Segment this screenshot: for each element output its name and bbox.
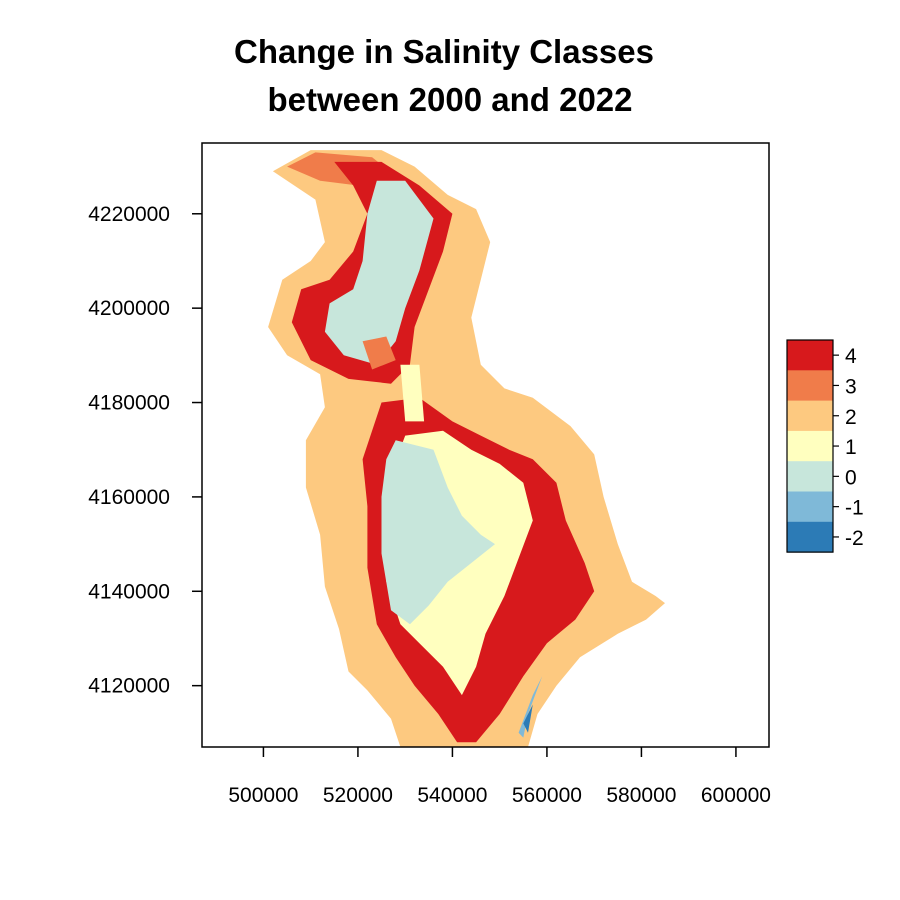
- region-north-inner-patch: [362, 336, 396, 370]
- legend-swatch: [787, 370, 833, 402]
- region-south-inlet: [400, 364, 425, 422]
- legend: 4 3 2 1 0 -1 -2: [786, 339, 864, 553]
- legend-swatch: [787, 521, 833, 553]
- legend-swatch: [787, 400, 833, 432]
- y-tick-label: 4160000: [88, 486, 170, 509]
- x-tick-label: 520000: [323, 784, 393, 807]
- map-title-line-2: between 2000 and 2022: [267, 81, 632, 118]
- x-tick-label: 500000: [228, 784, 298, 807]
- legend-label: 4: [845, 345, 857, 368]
- legend-swatch: [787, 491, 833, 523]
- x-tick-label: 540000: [417, 784, 487, 807]
- y-tick-label: 4140000: [88, 580, 170, 603]
- legend-label: 2: [845, 406, 857, 429]
- legend-label: 0: [845, 466, 857, 489]
- x-axis: 500000 520000 540000 560000 580000 600000: [228, 747, 771, 807]
- legend-label: -2: [845, 527, 864, 550]
- y-axis: 4120000 4140000 4160000 4180000 4200000 42200…: [88, 203, 202, 698]
- y-tick-label: 4120000: [88, 675, 170, 698]
- legend-label: 1: [845, 436, 857, 459]
- x-tick-label: 580000: [606, 784, 676, 807]
- legend-swatch: [787, 461, 833, 492]
- legend-label: -1: [845, 497, 864, 520]
- region-north-arm-water: [324, 180, 434, 365]
- y-tick-label: 4220000: [88, 203, 170, 226]
- map-title-line-1: Change in Salinity Classes: [234, 33, 654, 70]
- legend-swatch: [787, 340, 833, 371]
- legend-label: 3: [845, 375, 857, 398]
- x-tick-label: 600000: [701, 784, 771, 807]
- region-southeast-deep: [523, 704, 533, 733]
- raster-layer: [268, 150, 665, 748]
- legend-swatch: [787, 430, 833, 462]
- legend-frame: [786, 339, 834, 553]
- x-tick-label: 560000: [512, 784, 582, 807]
- y-tick-label: 4180000: [88, 392, 170, 415]
- plot-frame: [201, 142, 770, 748]
- y-tick-label: 4200000: [88, 297, 170, 320]
- region-south-basin-water: [381, 440, 495, 625]
